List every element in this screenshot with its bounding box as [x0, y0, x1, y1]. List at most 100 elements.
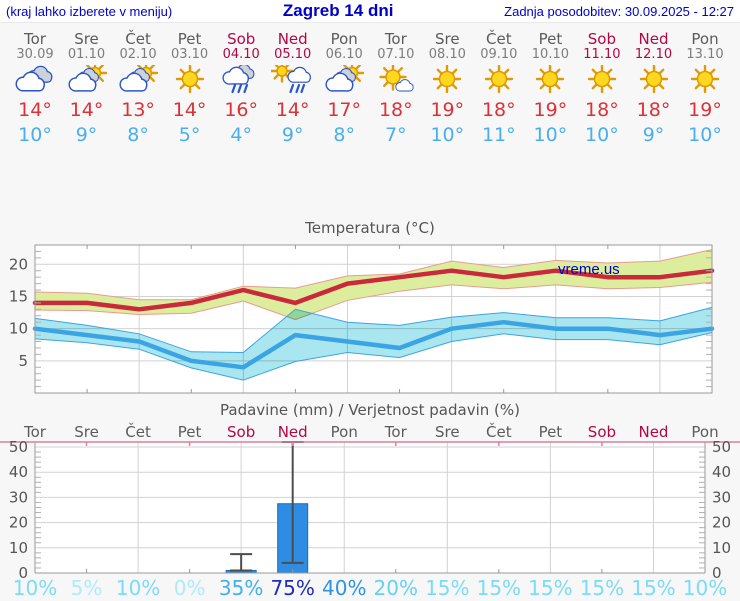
day-name: Čet: [486, 30, 512, 48]
page-title: Zagreb 14 dni: [282, 1, 394, 20]
day-name: Tor: [24, 30, 46, 48]
high-temperature: 14°: [18, 99, 52, 121]
weather-icon-slot: [213, 65, 269, 97]
low-temperature: 10°: [533, 124, 568, 146]
precip-day-label: Ned: [638, 423, 668, 441]
high-temperature: 19°: [430, 99, 465, 121]
day-name: Tor: [384, 30, 407, 48]
day-date: 12.10: [634, 47, 673, 62]
weather-icon-slot: [626, 65, 682, 97]
y-axis-tick-label: 40: [712, 463, 731, 481]
y-axis-tick-label: 10: [712, 539, 731, 557]
precip-day-label: Sob: [588, 423, 616, 441]
day-date: 13.10: [686, 47, 724, 62]
day-column: Pon 13.10 19° 10°: [677, 31, 733, 148]
weather-icon-slot: [59, 65, 115, 97]
y-axis-tick-label: 20: [9, 514, 28, 532]
day-name: Sre: [74, 30, 99, 48]
weather-icon-slot: [522, 65, 578, 97]
y-axis-tick-label: 50: [712, 438, 731, 456]
high-temperature: 13°: [121, 99, 155, 121]
weather-icon-slot: [265, 65, 321, 97]
weather-icon-slot: [419, 65, 475, 97]
high-temperature: 18°: [481, 99, 516, 121]
sunny-icon: [690, 65, 720, 94]
y-axis-tick-label: 15: [9, 287, 28, 305]
day-name: Sre: [435, 30, 460, 48]
low-temperature: 10°: [688, 124, 722, 146]
weather-icon-slot: [574, 65, 630, 97]
high-temperature: 17°: [327, 99, 362, 121]
day-column: Tor 30.09 14° 10°: [7, 31, 63, 148]
high-temperature: 14°: [172, 99, 207, 121]
precip-probability-label: 10%: [13, 576, 57, 600]
precip-probability-label: 35%: [219, 576, 263, 600]
low-temperature: 8°: [127, 124, 149, 146]
low-temperature: 8°: [333, 124, 355, 146]
day-date: 04.10: [222, 47, 260, 62]
y-axis-tick-label: 30: [9, 488, 28, 506]
day-column: Ned 12.10 18° 9°: [626, 31, 682, 148]
precip-probability-label: 15%: [580, 576, 624, 600]
day-column: Sob 11.10 18° 10°: [574, 31, 630, 148]
high-temperature: 18°: [378, 99, 413, 121]
day-date: 01.10: [67, 47, 106, 62]
watermark-link[interactable]: vreme.us: [558, 261, 620, 278]
high-temperature: 19°: [533, 99, 568, 121]
precip-probability-label: 40%: [322, 576, 366, 600]
high-temperature: 18°: [585, 99, 619, 121]
day-column: Pet 10.10 19° 10°: [522, 31, 578, 148]
y-axis-tick-label: 10: [9, 539, 28, 557]
day-date: 06.10: [325, 47, 363, 62]
low-temperature: 11°: [481, 124, 516, 146]
day-column: Sre 08.10 19° 10°: [419, 31, 475, 148]
day-name: Pon: [691, 30, 719, 48]
y-axis-tick-label: 10: [9, 320, 28, 338]
day-date: 03.10: [170, 47, 209, 62]
day-column: Sob 04.10 16° 4°: [213, 31, 269, 148]
low-temperature: 9°: [642, 124, 665, 146]
precip-day-label: Pet: [178, 423, 202, 441]
page-header: (kraj lahko izberete v meniju) Zagreb 14…: [0, 0, 740, 23]
y-axis-tick-label: 50: [9, 438, 28, 456]
high-temperature: 14°: [275, 99, 310, 121]
day-date: 02.10: [119, 47, 157, 62]
low-temperature: 10°: [430, 124, 465, 146]
precip-probability-label: 5%: [71, 576, 103, 600]
day-column: Pet 03.10 14° 5°: [162, 31, 218, 148]
sunny-icon: [587, 65, 617, 94]
high-temperature: 16°: [224, 99, 259, 121]
precip-day-label: Čet: [486, 422, 512, 441]
y-axis-tick-label: 40: [9, 463, 28, 481]
weather-icon-slot: [677, 65, 733, 97]
day-name: Čet: [125, 30, 151, 48]
day-column: Čet 09.10 18° 11°: [471, 31, 527, 148]
precip-probability-label: 20%: [374, 576, 418, 600]
low-temperature: 10°: [585, 124, 619, 146]
low-temperature: 5°: [178, 124, 201, 146]
sunny-icon: [175, 65, 204, 94]
forecast-day-strip: Tor 30.09 14° 10° Sre 01.10 14° 9° Čet 02.10 13° 8°…: [0, 31, 740, 149]
day-name: Ned: [277, 30, 308, 48]
low-temperature: 7°: [385, 124, 407, 146]
precip-day-label: Tor: [384, 423, 408, 441]
weather-icon-slot: [316, 65, 372, 97]
weather-icon-slot: [110, 65, 166, 97]
weather-icon-slot: [162, 65, 218, 97]
y-axis-tick-label: 0: [18, 564, 28, 582]
y-axis-tick-label: 20: [9, 255, 28, 273]
day-column: Ned 05.10 14° 9°: [265, 31, 321, 148]
precip-probability-label: 75%: [270, 576, 314, 600]
low-temperature: 9°: [75, 124, 98, 146]
day-name: Ned: [638, 30, 669, 48]
day-column: Pon 06.10 17° 8°: [316, 31, 372, 148]
day-date: 30.09: [16, 47, 54, 62]
partly-sunny-icon: [325, 65, 365, 92]
weather-icon-slot: [471, 65, 527, 97]
precip-probability-label: 15%: [528, 576, 572, 600]
precipitation-chart-title: Padavine (mm) / Verjetnost padavin (%): [220, 401, 520, 419]
precip-probability-label: 15%: [425, 576, 469, 600]
day-date: 05.10: [274, 47, 312, 62]
day-column: Sre 01.10 14° 9°: [59, 31, 115, 148]
precip-probability-label: 15%: [631, 576, 675, 600]
